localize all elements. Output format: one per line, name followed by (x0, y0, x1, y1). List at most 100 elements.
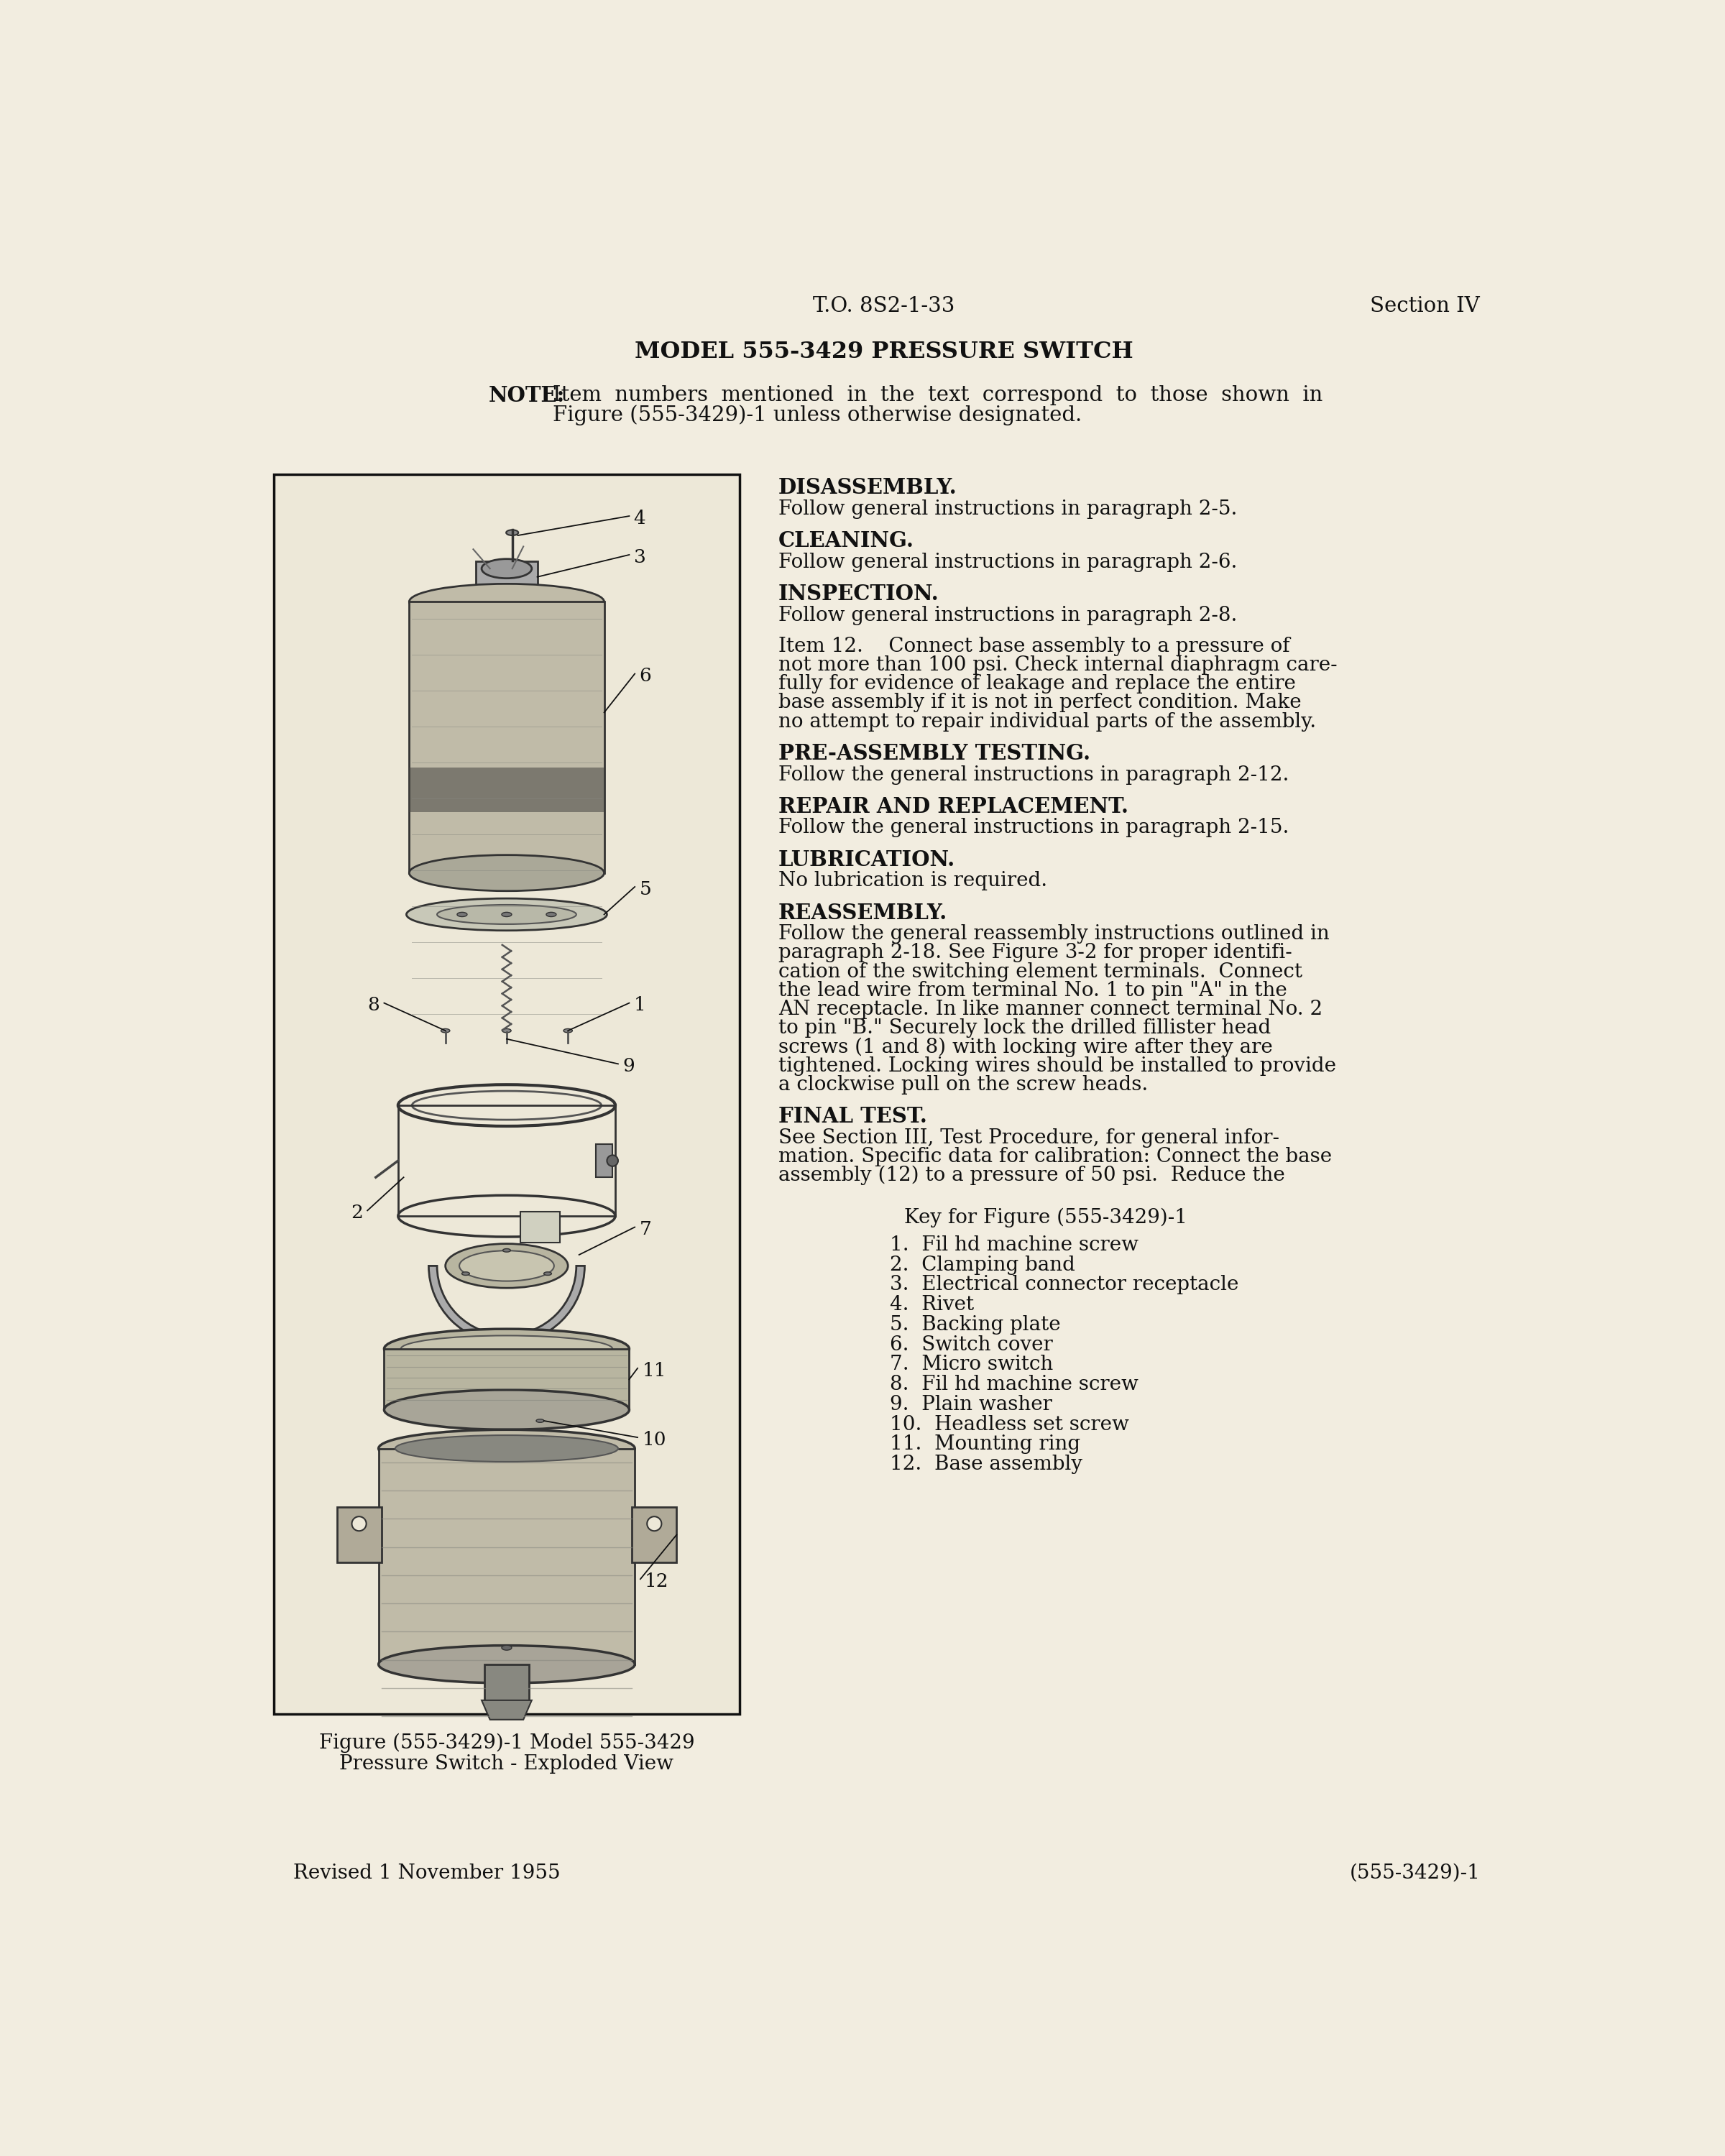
Text: Follow general instructions in paragraph 2-6.: Follow general instructions in paragraph… (778, 552, 1237, 571)
Ellipse shape (409, 856, 604, 890)
Ellipse shape (445, 1244, 568, 1287)
Bar (378, 1449, 635, 1664)
Text: CLEANING.: CLEANING. (778, 530, 914, 552)
Ellipse shape (400, 1335, 612, 1363)
Text: (555-3429)-1: (555-3429)-1 (1349, 1863, 1480, 1882)
Text: Item 12.    Connect base assembly to a pressure of: Item 12. Connect base assembly to a pres… (778, 636, 1290, 655)
Ellipse shape (442, 1028, 450, 1033)
Text: MODEL 555-3429 PRESSURE SWITCH: MODEL 555-3429 PRESSURE SWITCH (635, 341, 1133, 362)
Ellipse shape (409, 584, 604, 619)
Bar (385, 1350, 630, 1410)
Bar (336, 1507, 381, 1563)
Text: 10: 10 (642, 1432, 666, 1449)
Text: screws (1 and 8) with locking wire after they are: screws (1 and 8) with locking wire after… (778, 1037, 1273, 1056)
Text: 8: 8 (367, 996, 380, 1013)
Text: AN receptacle. In like manner connect terminal No. 2: AN receptacle. In like manner connect te… (778, 1000, 1323, 1020)
Text: 5.  Backing plate: 5. Backing plate (890, 1315, 1061, 1335)
Text: Key for Figure (555-3429)-1: Key for Figure (555-3429)-1 (904, 1207, 1187, 1227)
Text: REASSEMBLY.: REASSEMBLY. (778, 903, 947, 923)
Ellipse shape (502, 1028, 511, 1033)
Ellipse shape (502, 1248, 511, 1253)
Bar (521, 1212, 559, 1242)
Ellipse shape (457, 912, 467, 916)
Ellipse shape (436, 906, 576, 925)
Text: 6: 6 (640, 666, 652, 686)
Text: Figure (555-3429)-1 Model 555-3429: Figure (555-3429)-1 Model 555-3429 (319, 1733, 695, 1753)
Bar (398, 1106, 616, 1216)
Text: Follow the general instructions in paragraph 2-15.: Follow the general instructions in parag… (778, 817, 1289, 837)
Ellipse shape (547, 912, 555, 916)
Ellipse shape (502, 1645, 512, 1649)
Text: mation. Specific data for calibration: Connect the base: mation. Specific data for calibration: C… (778, 1147, 1332, 1166)
Ellipse shape (378, 1645, 635, 1684)
Ellipse shape (505, 530, 519, 535)
Ellipse shape (647, 1516, 661, 1531)
Text: 7.  Micro switch: 7. Micro switch (890, 1354, 1052, 1373)
Text: no attempt to repair individual parts of the assembly.: no attempt to repair individual parts of… (778, 711, 1316, 731)
Text: FINAL TEST.: FINAL TEST. (778, 1106, 926, 1128)
Text: tightened. Locking wires should be installed to provide: tightened. Locking wires should be insta… (778, 1056, 1335, 1076)
Ellipse shape (607, 1156, 618, 1166)
Text: Section IV: Section IV (1370, 295, 1480, 317)
Bar (485, 1664, 530, 1701)
Text: base assembly if it is not in perfect condition. Make: base assembly if it is not in perfect co… (778, 692, 1301, 711)
Text: 11.  Mounting ring: 11. Mounting ring (890, 1434, 1080, 1453)
Ellipse shape (462, 1272, 469, 1274)
Text: REPAIR AND REPLACEMENT.: REPAIR AND REPLACEMENT. (778, 796, 1128, 817)
Text: 7: 7 (640, 1220, 652, 1238)
Ellipse shape (564, 1028, 573, 1033)
Text: 4: 4 (633, 509, 645, 528)
Text: Figure (555-3429)-1 unless otherwise designated.: Figure (555-3429)-1 unless otherwise des… (552, 405, 1082, 425)
Text: INSPECTION.: INSPECTION. (778, 584, 938, 604)
Text: Follow general instructions in paragraph 2-8.: Follow general instructions in paragraph… (778, 606, 1237, 625)
Bar (595, 1145, 612, 1177)
Ellipse shape (352, 1516, 366, 1531)
Text: 9: 9 (623, 1056, 635, 1076)
Text: 2.  Clamping band: 2. Clamping band (890, 1255, 1075, 1274)
Text: No lubrication is required.: No lubrication is required. (778, 871, 1047, 890)
Text: 5: 5 (640, 880, 652, 899)
Ellipse shape (481, 558, 531, 578)
Ellipse shape (395, 1436, 618, 1462)
Text: fully for evidence of leakage and replace the entire: fully for evidence of leakage and replac… (778, 675, 1295, 694)
Bar (409, 768, 604, 813)
Bar (476, 561, 536, 595)
Ellipse shape (378, 1429, 635, 1468)
Text: Revised 1 November 1955: Revised 1 November 1955 (293, 1863, 561, 1882)
Text: not more than 100 psi. Check internal diaphragm care-: not more than 100 psi. Check internal di… (778, 655, 1337, 675)
Bar (274, 474, 740, 1714)
Ellipse shape (459, 1250, 554, 1281)
Text: to pin "B." Securely lock the drilled fillister head: to pin "B." Securely lock the drilled fi… (778, 1018, 1271, 1037)
Text: 12: 12 (645, 1572, 669, 1591)
Text: Follow the general reassembly instructions outlined in: Follow the general reassembly instructio… (778, 925, 1330, 944)
Text: Follow the general instructions in paragraph 2-12.: Follow the general instructions in parag… (778, 765, 1289, 785)
Wedge shape (430, 1266, 585, 1343)
Text: DISASSEMBLY.: DISASSEMBLY. (778, 476, 957, 498)
Text: cation of the switching element terminals.  Connect: cation of the switching element terminal… (778, 962, 1302, 981)
Text: NOTE:: NOTE: (488, 386, 566, 405)
Ellipse shape (536, 1419, 543, 1423)
Text: 2: 2 (350, 1203, 362, 1222)
Bar (631, 1507, 676, 1563)
Text: 9.  Plain washer: 9. Plain washer (890, 1395, 1052, 1414)
Text: 8.  Fil hd machine screw: 8. Fil hd machine screw (890, 1376, 1138, 1395)
Text: paragraph 2-18. See Figure 3-2 for proper identifi-: paragraph 2-18. See Figure 3-2 for prope… (778, 942, 1292, 962)
Text: 1: 1 (633, 996, 645, 1013)
Text: LUBRICATION.: LUBRICATION. (778, 849, 956, 871)
Ellipse shape (385, 1328, 630, 1369)
Text: 12.  Base assembly: 12. Base assembly (890, 1455, 1082, 1475)
Text: 1.  Fil hd machine screw: 1. Fil hd machine screw (890, 1235, 1138, 1255)
Text: 10.  Headless set screw: 10. Headless set screw (890, 1414, 1128, 1434)
Text: 4.  Rivet: 4. Rivet (890, 1296, 975, 1315)
Text: Follow general instructions in paragraph 2-5.: Follow general instructions in paragraph… (778, 500, 1237, 520)
Text: assembly (12) to a pressure of 50 psi.  Reduce the: assembly (12) to a pressure of 50 psi. R… (778, 1166, 1285, 1186)
Text: a clockwise pull on the screw heads.: a clockwise pull on the screw heads. (778, 1076, 1147, 1095)
Ellipse shape (407, 899, 607, 931)
Ellipse shape (502, 912, 512, 916)
Text: T.O. 8S2-1-33: T.O. 8S2-1-33 (812, 295, 956, 317)
Text: 3.  Electrical connector receptacle: 3. Electrical connector receptacle (890, 1274, 1239, 1294)
Bar (409, 602, 604, 873)
Text: 11: 11 (642, 1363, 666, 1380)
Text: 6.  Switch cover: 6. Switch cover (890, 1335, 1052, 1354)
Text: Pressure Switch - Exploded View: Pressure Switch - Exploded View (340, 1755, 674, 1774)
